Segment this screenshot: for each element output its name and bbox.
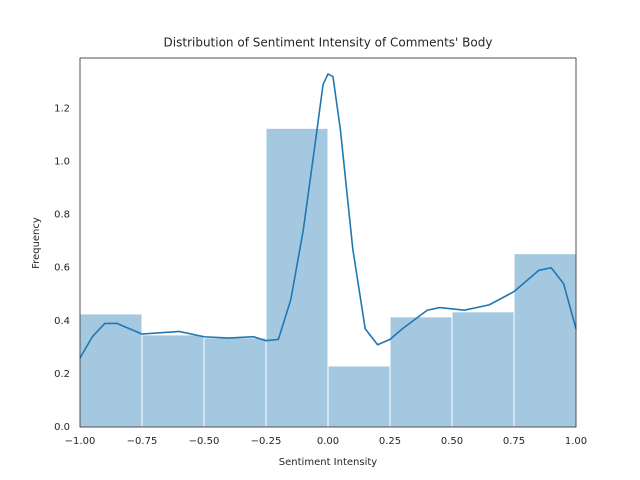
y-tick-label: 0.2 xyxy=(54,369,70,380)
chart-title: Distribution of Sentiment Intensity of C… xyxy=(164,36,493,50)
bar xyxy=(513,253,577,428)
y-tick-label: 0.4 xyxy=(54,316,70,327)
bar xyxy=(389,316,453,428)
y-tick-label: 1.0 xyxy=(54,157,70,168)
x-axis-label: Sentiment Intensity xyxy=(279,457,377,468)
bar xyxy=(451,311,515,428)
x-tick-label: 0.25 xyxy=(379,436,401,447)
x-tick-label: 0.00 xyxy=(317,436,339,447)
x-tick-label: 0.50 xyxy=(441,436,463,447)
x-tick-label: −1.00 xyxy=(65,436,96,447)
x-tick-label: −0.50 xyxy=(189,436,220,447)
bar xyxy=(79,313,143,428)
x-tick-label: −0.75 xyxy=(127,436,158,447)
bar xyxy=(265,127,329,428)
y-tick-label: 0.0 xyxy=(54,422,70,433)
x-tick-label: 0.75 xyxy=(503,436,525,447)
kde-line xyxy=(79,72,577,359)
bar xyxy=(141,334,205,428)
plot-frame xyxy=(79,57,577,428)
y-axis-label: Frequency xyxy=(31,217,42,269)
x-tick-label: 1.00 xyxy=(565,436,587,447)
x-tick-label: −0.25 xyxy=(251,436,282,447)
bar xyxy=(327,365,391,428)
bar xyxy=(203,337,267,428)
y-tick-label: 0.8 xyxy=(54,210,70,221)
y-tick-label: 1.2 xyxy=(54,103,70,114)
y-tick-label: 0.6 xyxy=(54,263,70,274)
